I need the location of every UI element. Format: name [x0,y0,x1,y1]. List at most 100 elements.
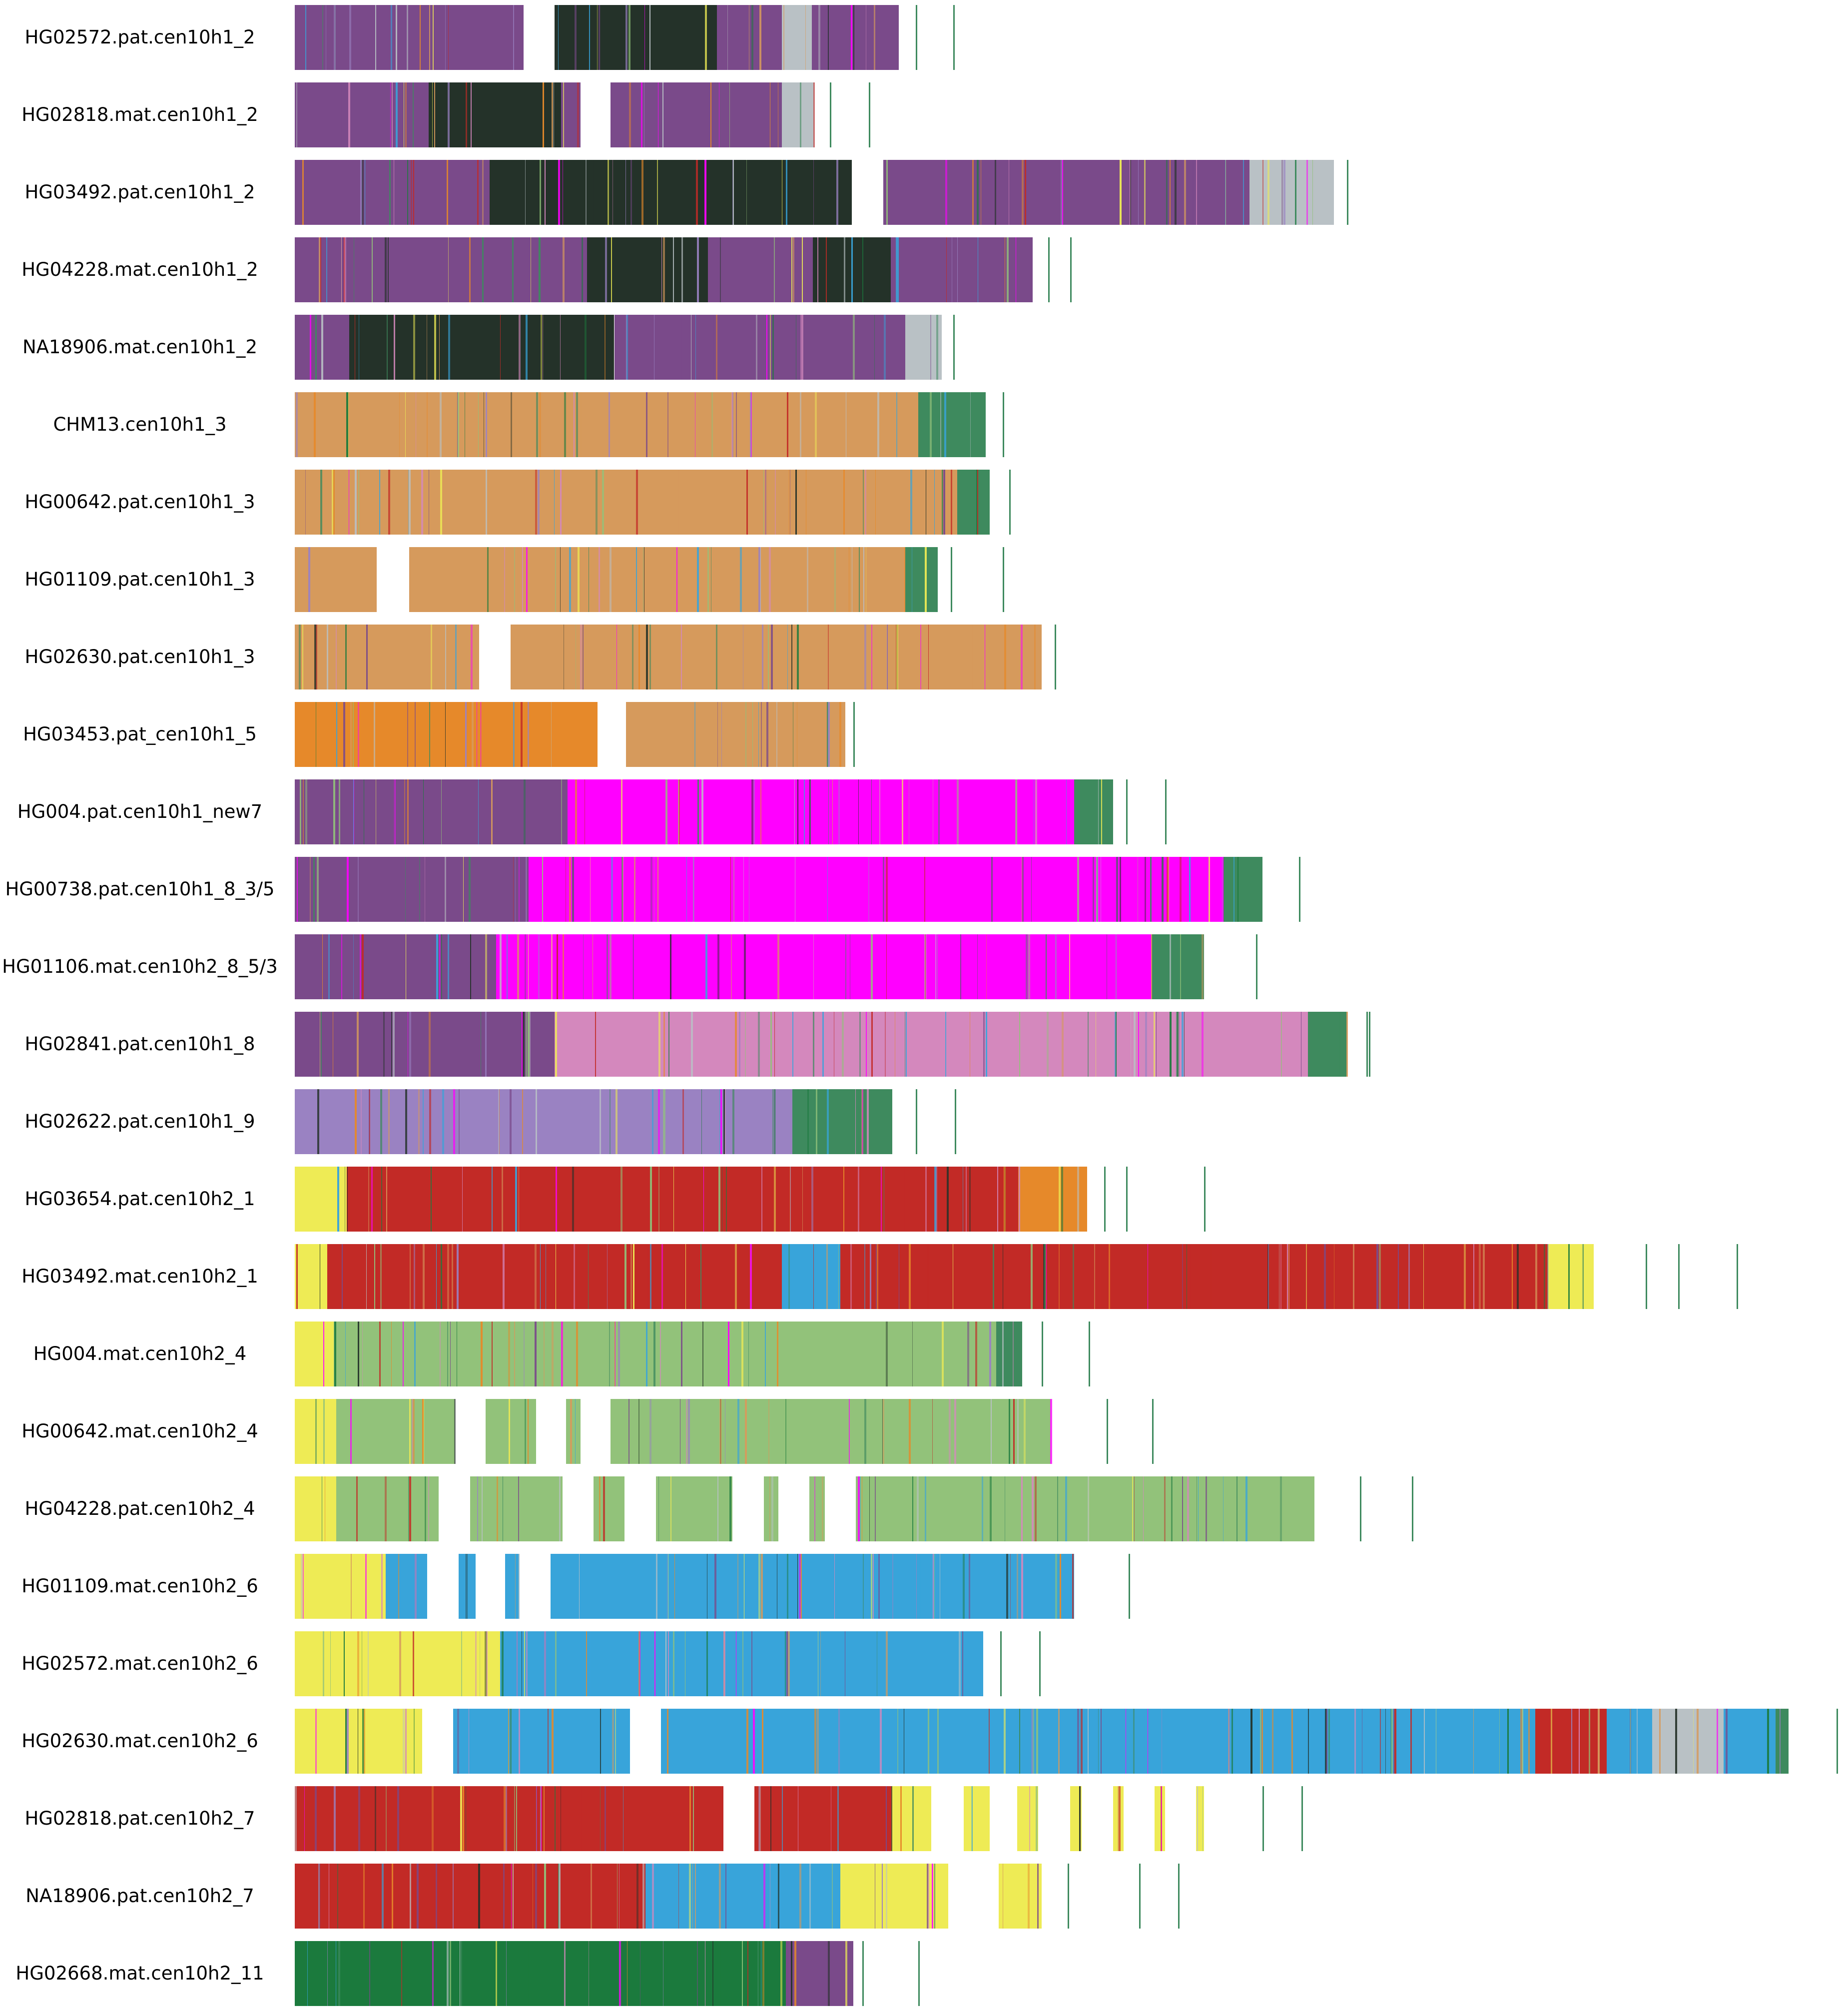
variant-stripe [723,1089,725,1154]
array-segment [295,779,568,844]
variant-stripe [957,779,959,844]
variant-stripe [386,1167,387,1232]
variant-stripe [790,1167,791,1232]
row-track [295,857,1843,922]
variant-stripe [345,1322,346,1386]
variant-stripe [807,547,808,612]
chart-row: HG02818.pat.cen10h2_7 [0,1786,1848,1851]
variant-stripe [544,1786,545,1851]
variant-stripe [1697,1709,1699,1774]
variant-stripe [577,1631,578,1696]
variant-stripe [705,5,707,70]
variant-stripe [391,1012,392,1077]
variant-stripe [652,779,654,844]
variant-stripe [301,1554,303,1619]
variant-stripe [720,1399,721,1464]
variant-stripe [802,237,803,302]
variant-stripe [463,1786,464,1851]
variant-stripe [869,1476,870,1541]
variant-stripe [1017,1399,1019,1464]
variant-stripe [1120,857,1121,922]
variant-stripe [910,470,912,535]
variant-stripe [1028,934,1030,999]
variant-stripe [564,392,566,457]
variant-stripe [541,315,542,380]
variant-stripe [453,1089,455,1154]
variant-stripe [1170,160,1171,225]
variant-stripe [1483,1244,1485,1309]
variant-stripe [1189,857,1191,922]
variant-stripe [1162,857,1164,922]
variant-stripe [652,1089,653,1154]
variant-stripe [650,1244,651,1309]
variant-stripe [805,5,806,70]
variant-stripe [661,237,662,302]
row-label: HG00738.pat.cen10h1_8_3/5 [5,878,275,900]
variant-stripe [391,5,392,70]
variant-stripe [297,857,298,922]
variant-stripe [323,1631,324,1696]
variant-stripe [1197,1786,1198,1851]
variant-stripe [646,392,647,457]
variant-stripe [508,1322,510,1386]
variant-stripe [764,934,765,999]
variant-stripe [834,1554,835,1619]
variant-stripe [421,470,423,535]
variant-stripe [1726,1709,1728,1774]
chart-row: NA18906.mat.cen10h1_2 [0,315,1848,380]
variant-stripe [875,470,876,535]
variant-stripe [1017,1554,1018,1619]
variant-stripe [938,779,940,844]
tail-tick [1412,1476,1413,1541]
variant-stripe [528,1941,529,2006]
variant-stripe [1551,1709,1552,1774]
variant-stripe [1093,857,1094,922]
variant-stripe [800,82,801,147]
variant-stripe [470,934,471,999]
variant-stripe [317,857,319,922]
variant-stripe [552,702,553,767]
variant-stripe [1176,1012,1177,1077]
variant-stripe [382,1864,384,1929]
tail-tick [951,547,952,612]
variant-stripe [828,702,830,767]
array-segment [295,934,496,999]
tail-tick [1256,934,1257,999]
variant-stripe [399,1631,401,1696]
variant-stripe [1059,1167,1061,1232]
array-segment [782,82,814,147]
tail-tick [955,1089,956,1154]
variant-stripe [538,934,540,999]
variant-stripe [876,1244,877,1309]
variant-stripe [503,1864,505,1929]
row-track [295,702,1843,767]
variant-stripe [1032,1476,1034,1541]
chart-row: HG01109.mat.cen10h2_6 [0,1554,1848,1619]
chart-row: HG02622.pat.cen10h1_9 [0,1089,1848,1154]
variant-stripe [350,1399,352,1464]
variant-stripe [689,1864,691,1929]
variant-stripe [296,1244,298,1309]
variant-stripe [709,857,711,922]
variant-stripe [652,1864,654,1929]
variant-stripe [814,1709,816,1774]
variant-stripe [440,934,442,999]
variant-stripe [1394,1709,1396,1774]
tail-tick [1048,237,1050,302]
variant-stripe [560,315,561,380]
chart-row: HG03654.pat.cen10h2_1 [0,1167,1848,1232]
variant-stripe [1354,1709,1356,1774]
variant-stripe [858,1476,860,1541]
variant-stripe [774,1167,776,1232]
variant-stripe [800,315,802,380]
variant-stripe [299,547,300,612]
variant-stripe [314,625,316,689]
array-segment [905,315,942,380]
variant-stripe [1132,1476,1133,1541]
variant-stripe [506,1941,507,2006]
variant-stripe [1308,1709,1309,1774]
variant-stripe [320,237,321,302]
variant-stripe [717,934,719,999]
variant-stripe [535,1322,537,1386]
variant-stripe [751,1631,752,1696]
